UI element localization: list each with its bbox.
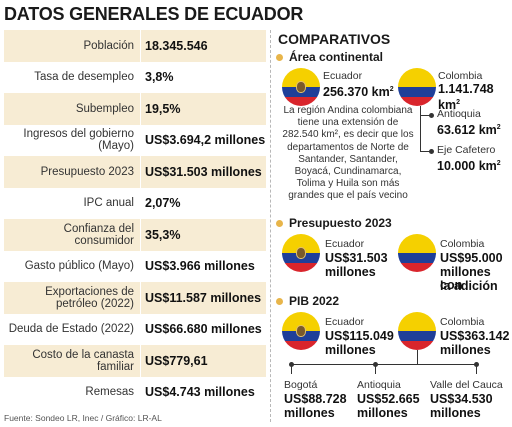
area-colombia-value: 1.141.748 km2 (438, 82, 494, 113)
table-row: Exportaciones de petróleo (2022) US$11.58… (4, 282, 266, 314)
data-table: Población 18.345.546 Tasa de desempleo 3,8… (4, 30, 266, 408)
table-row: IPC anual 2,07% (4, 187, 266, 219)
connector-line (417, 350, 418, 365)
row-value: US$3.966 millones (140, 250, 266, 282)
connector-line (476, 364, 477, 374)
ecuador-flag-icon (282, 234, 320, 272)
budget-colombia-unit2: la adición (440, 279, 498, 293)
row-label: Deuda de Estado (2022) (8, 323, 134, 336)
budget-colombia-name: Colombia (440, 238, 485, 250)
section-pib-heading: PIB 2022 (276, 294, 339, 308)
bullet-icon (276, 219, 283, 227)
budget-ecuador-unit: millones (325, 265, 376, 279)
row-value: US$779,61 (140, 345, 266, 377)
table-row: Tasa de desempleo 3,8% (4, 61, 266, 93)
row-label: Ingresos del gobierno (Mayo) (23, 128, 134, 153)
row-value: US$66.680 millones (140, 313, 266, 345)
area-eje-value: 10.000 km2 (437, 159, 501, 174)
area-colombia-name: Colombia (438, 70, 483, 82)
area-antioquia-value: 63.612 km2 (437, 123, 501, 138)
colombia-flag-icon (398, 68, 436, 106)
row-label: Tasa de desempleo (34, 71, 134, 84)
row-value: US$11.587 millones (140, 282, 266, 314)
table-row: Confianza del consumidor 35,3% (4, 219, 266, 251)
connector-line (420, 151, 430, 152)
connector-line (291, 364, 292, 374)
pib-colombia-value: US$363.142 (440, 329, 510, 343)
row-label: Remesas (85, 386, 134, 399)
pib-bogota-name: Bogotá (284, 379, 318, 391)
row-value: US$31.503 millones (140, 156, 266, 188)
table-row: Presupuesto 2023 US$31.503 millones (4, 156, 266, 188)
table-row: Población 18.345.546 (4, 30, 266, 62)
bullet-icon (276, 297, 283, 305)
row-value: 3,8% (140, 61, 266, 93)
area-eje-name: Eje Cafetero (437, 144, 496, 156)
connector-line (420, 115, 430, 116)
row-value: 35,3% (140, 219, 266, 251)
pib-valle-name: Valle del Cauca (430, 379, 503, 391)
pib-antioquia-name: Antioquia (357, 379, 401, 391)
area-ecuador-name: Ecuador (323, 70, 363, 82)
pib-bogota-value: US$88.728 (284, 392, 347, 406)
table-row: Ingresos del gobierno (Mayo) US$3.694,2 m… (4, 124, 266, 156)
pib-antioquia-value: US$52.665 (357, 392, 420, 406)
pib-ecuador-name: Ecuador (325, 316, 365, 328)
budget-ecuador-value: US$31.503 (325, 251, 388, 265)
colombia-flag-icon (398, 234, 436, 272)
table-row: Gasto público (Mayo) US$3.966 millones (4, 250, 266, 282)
area-note: La región Andina colombiana tiene una ex… (282, 105, 414, 202)
connector-dot (429, 113, 434, 118)
connector-line (375, 364, 376, 374)
row-label: Costo de la canasta familiar (32, 348, 134, 373)
source-note: Fuente: Sondeo LR, Inec / Gráfico: LR-AL (4, 413, 162, 423)
connector-line (291, 364, 476, 365)
connector-line (420, 106, 421, 151)
area-ecuador-value: 256.370 km2 (323, 85, 394, 100)
pib-ecuador-value: US$115.049 (325, 329, 394, 343)
budget-ecuador-name: Ecuador (325, 238, 365, 250)
row-label: Presupuesto 2023 (40, 165, 134, 178)
table-row: Deuda de Estado (2022) US$66.680 millones (4, 313, 266, 345)
pib-antioquia-unit: millones (357, 406, 408, 420)
pib-valle-value: US$34.530 (430, 392, 493, 406)
pib-valle-unit: millones (430, 406, 481, 420)
row-label: Confianza del consumidor (63, 222, 134, 247)
comparison-title: COMPARATIVOS (278, 31, 391, 47)
ecuador-flag-icon (282, 312, 320, 350)
section-budget-heading: Presupuesto 2023 (276, 216, 392, 230)
row-label: Subempleo (75, 102, 134, 115)
connector-dot (429, 149, 434, 154)
table-row: Subempleo 19,5% (4, 93, 266, 125)
ecuador-flag-icon (282, 68, 320, 106)
row-value: 18.345.546 (140, 30, 266, 62)
budget-colombia-value: US$95.000 (440, 251, 503, 265)
colombia-flag-icon (398, 312, 436, 350)
row-value: US$4.743 millones (140, 376, 266, 408)
bullet-icon (276, 53, 283, 61)
row-label: Población (83, 39, 134, 52)
pib-colombia-unit: millones (440, 343, 491, 357)
area-antioquia-name: Antioquia (437, 108, 481, 120)
page-title: DATOS GENERALES DE ECUADOR (4, 4, 304, 24)
row-label: IPC anual (83, 197, 134, 210)
table-row: Costo de la canasta familiar US$779,61 (4, 345, 266, 377)
table-row: Remesas US$4.743 millones (4, 376, 266, 408)
section-area-heading: Área continental (276, 50, 383, 64)
pib-colombia-name: Colombia (440, 316, 485, 328)
row-label: Gasto público (Mayo) (24, 260, 134, 273)
budget-colombia-unit: millones con (440, 265, 491, 292)
divider (270, 30, 271, 422)
row-value: 19,5% (140, 93, 266, 125)
row-value: US$3.694,2 millones (140, 124, 266, 156)
pib-bogota-unit: millones (284, 406, 335, 420)
row-value: 2,07% (140, 187, 266, 219)
row-label: Exportaciones de petróleo (2022) (45, 285, 134, 310)
pib-ecuador-unit: millones (325, 343, 376, 357)
